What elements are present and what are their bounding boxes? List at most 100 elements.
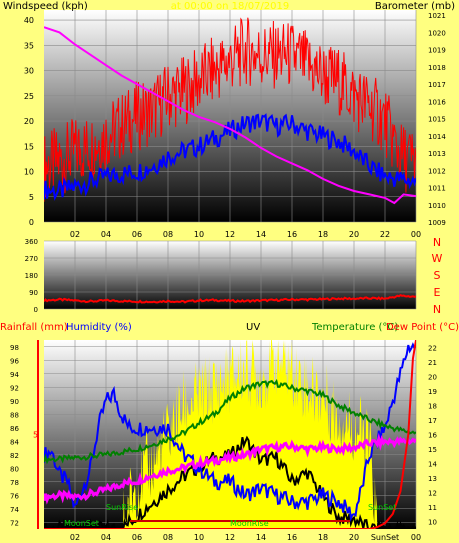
compass-label: N bbox=[433, 236, 441, 249]
top-x-tick-label: 16 bbox=[287, 230, 297, 239]
humidity-tick-label: 92 bbox=[10, 384, 19, 392]
temperature-tick-label: 20 bbox=[428, 373, 437, 381]
windspeed-tick-label: 35 bbox=[24, 41, 34, 50]
top-x-tick-label: 22 bbox=[380, 230, 390, 239]
barometer-tick-label: 1009 bbox=[428, 219, 446, 227]
dewpoint-series-line bbox=[44, 432, 416, 505]
bottom-x-tick-label: 02 bbox=[70, 533, 80, 542]
windspeed-tick-label: 20 bbox=[24, 117, 34, 126]
direction-tick-label: 270 bbox=[25, 255, 38, 263]
moonrise-label: MoonRise bbox=[230, 519, 269, 528]
compass-label: N bbox=[433, 303, 441, 316]
windspeed-tick-label: 40 bbox=[24, 16, 34, 25]
direction-series-line bbox=[44, 293, 416, 304]
temperature-ticks: 10 11 12 13 14 15 16 17 18 19 20 21 22 bbox=[428, 344, 437, 526]
humidity-ticks: 72 74 76 78 80 82 84 86 88 90 92 94 96 98 bbox=[10, 344, 19, 528]
temperature-tick-label: 14 bbox=[428, 461, 437, 469]
top-x-tick-label: 06 bbox=[132, 230, 142, 239]
direction-tick-label: 360 bbox=[25, 238, 38, 246]
humidity-tick-label: 90 bbox=[10, 398, 19, 406]
temperature-tick-label: 11 bbox=[428, 504, 437, 512]
humidity-tick-label: 96 bbox=[10, 357, 19, 365]
humidity-tick-label: 82 bbox=[10, 452, 19, 460]
dewpoint-axis-label: Dew Point (°C) bbox=[386, 322, 459, 333]
top-x-tick-label: 12 bbox=[225, 230, 235, 239]
uv-series-area bbox=[44, 340, 416, 529]
top-time-ticks: 02 04 06 08 10 12 14 16 18 20 22 00 bbox=[70, 230, 421, 239]
direction-tick-label: 90 bbox=[29, 289, 38, 297]
bottom-x-tick-label: 06 bbox=[132, 533, 142, 542]
humidity-tick-label: 84 bbox=[10, 438, 19, 446]
bottom-x-tick-label: SunSet bbox=[371, 533, 399, 542]
barometer-tick-label: 1018 bbox=[428, 64, 446, 72]
barometer-tick-label: 1021 bbox=[428, 12, 446, 20]
compass-label: W bbox=[432, 252, 443, 265]
direction-tick-label: 0 bbox=[34, 306, 38, 314]
windspeed-tick-label: 30 bbox=[24, 67, 34, 76]
temperature-axis-label: Temperature (°C) bbox=[311, 322, 398, 333]
windspeed-tick-label: 5 bbox=[29, 193, 34, 202]
barometer-tick-label: 1013 bbox=[428, 150, 446, 158]
temperature-tick-label: 16 bbox=[428, 432, 437, 440]
temperature-tick-label: 19 bbox=[428, 388, 437, 396]
top-x-tick-label: 20 bbox=[349, 230, 359, 239]
windspeed-tick-label: 0 bbox=[29, 218, 34, 227]
bottom-x-tick-label: 00 bbox=[411, 533, 421, 542]
rain-series-line bbox=[44, 340, 416, 529]
barometer-tick-label: 1010 bbox=[428, 202, 446, 210]
sunset-label: SunSet bbox=[368, 503, 396, 512]
top-x-tick-label: 10 bbox=[194, 230, 204, 239]
temperature-tick-label: 21 bbox=[428, 359, 437, 367]
top-x-tick-label: 14 bbox=[256, 230, 266, 239]
barometer-tick-label: 1019 bbox=[428, 47, 446, 55]
gust-series-line bbox=[44, 17, 416, 202]
bottom-x-tick-label: 20 bbox=[349, 533, 359, 542]
top-x-tick-label: 04 bbox=[101, 230, 111, 239]
windspeed-tick-label: 25 bbox=[24, 92, 34, 101]
bottom-x-tick-label: 04 bbox=[101, 533, 111, 542]
average-series-line bbox=[44, 113, 416, 201]
humidity-tick-label: 88 bbox=[10, 411, 19, 419]
humidity-tick-label: 80 bbox=[10, 465, 19, 473]
temperature-tick-label: 17 bbox=[428, 417, 437, 425]
barometer-tick-label: 1014 bbox=[428, 133, 446, 141]
bottom-x-tick-label: 18 bbox=[318, 533, 328, 542]
windspeed-axis-label: Windspeed (kph) bbox=[3, 1, 88, 12]
bottom-x-tick-label: 12 bbox=[225, 533, 235, 542]
temperature-tick-label: 22 bbox=[428, 344, 437, 352]
temperature-tick-label: 13 bbox=[428, 475, 437, 483]
top-x-tick-label: 02 bbox=[70, 230, 80, 239]
top-x-tick-label: 08 bbox=[163, 230, 173, 239]
direction-tick-label: 180 bbox=[25, 272, 38, 280]
temperature-tick-label: 12 bbox=[428, 490, 437, 498]
windspeed-ticks: 0 5 10 15 20 25 30 35 40 bbox=[24, 16, 34, 227]
chart-title: at 00:00 on 18/07/2019 bbox=[171, 1, 290, 12]
temperature-tick-label: 15 bbox=[428, 446, 437, 454]
humidity-tick-label: 86 bbox=[10, 425, 19, 433]
compass-label: S bbox=[434, 269, 441, 282]
humidity-tick-label: 78 bbox=[10, 479, 19, 487]
barometer-tick-label: 1012 bbox=[428, 167, 446, 175]
barometer-tick-label: 1017 bbox=[428, 81, 446, 89]
windspeed-tick-label: 10 bbox=[24, 168, 34, 177]
barometer-axis-label: Barometer (mb) bbox=[375, 1, 455, 12]
bottom-x-tick-label: 16 bbox=[287, 533, 297, 542]
barometer-series-line bbox=[44, 26, 416, 205]
barometer-ticks: 1009 1010 1011 1012 1013 1014 1015 1016 1017 1018… bbox=[428, 12, 446, 227]
humidity-tick-label: 76 bbox=[10, 492, 19, 500]
bottom-x-tick-label: 08 bbox=[163, 533, 173, 542]
bottom-x-tick-label: 14 bbox=[256, 533, 266, 542]
compass-label: E bbox=[434, 286, 441, 299]
direction-degree-ticks: 0 90 180 270 360 bbox=[25, 238, 38, 314]
bottom-time-ticks: 02 04 06 08 10 12 14 16 18 20 SunSet 00 bbox=[70, 533, 421, 542]
bottom-x-tick-label: 10 bbox=[194, 533, 204, 542]
humidity-series-line bbox=[44, 342, 416, 522]
humidity-tick-label: 94 bbox=[10, 371, 19, 379]
humidity-tick-label: 98 bbox=[10, 344, 19, 352]
top-x-tick-label: 00 bbox=[411, 230, 421, 239]
windspeed-tick-label: 15 bbox=[24, 142, 34, 151]
